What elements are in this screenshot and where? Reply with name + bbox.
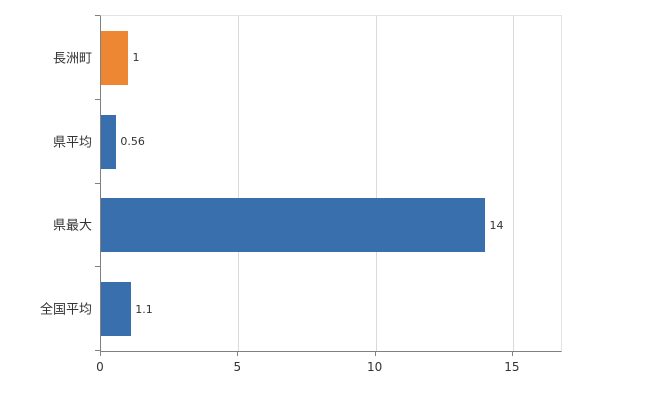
bar-value-label: 0.56 [120,135,145,149]
y-axis-tick [95,98,100,100]
plot-area: 1 0.56 14 1.1 [100,15,562,352]
y-axis-tick [95,350,100,351]
category-label: 全国平均 [39,302,92,318]
bar [101,282,132,337]
y-axis-tick [95,182,100,184]
bar [101,30,129,85]
bar [101,198,486,253]
bar-value-label: 1 [132,51,140,65]
bar-row: 0.56 [101,100,561,184]
bar-value-label: 14 [489,218,504,232]
bar-value-label: 1.1 [135,302,153,316]
y-axis-tick [95,15,100,16]
x-axis-tick [374,351,376,356]
gridline [512,16,514,351]
y-axis-tick [95,266,100,268]
category-label: 県最大 [52,218,92,234]
gridline [238,16,240,351]
x-tick-label: 10 [366,360,383,374]
x-axis-tick [100,351,101,356]
category-label: 長洲町 [52,51,92,67]
category-label: 県平均 [52,135,92,151]
x-axis-tick [237,351,239,356]
x-tick-label: 15 [504,360,520,374]
bar-row: 14 [101,184,561,268]
x-tick-label: 0 [96,360,104,374]
x-axis-tick [511,351,513,356]
bar [101,114,117,169]
bar-row: 1.1 [101,267,561,351]
bar-row: 1 [101,16,561,100]
gridline [375,16,377,351]
x-tick-label: 5 [233,360,242,374]
